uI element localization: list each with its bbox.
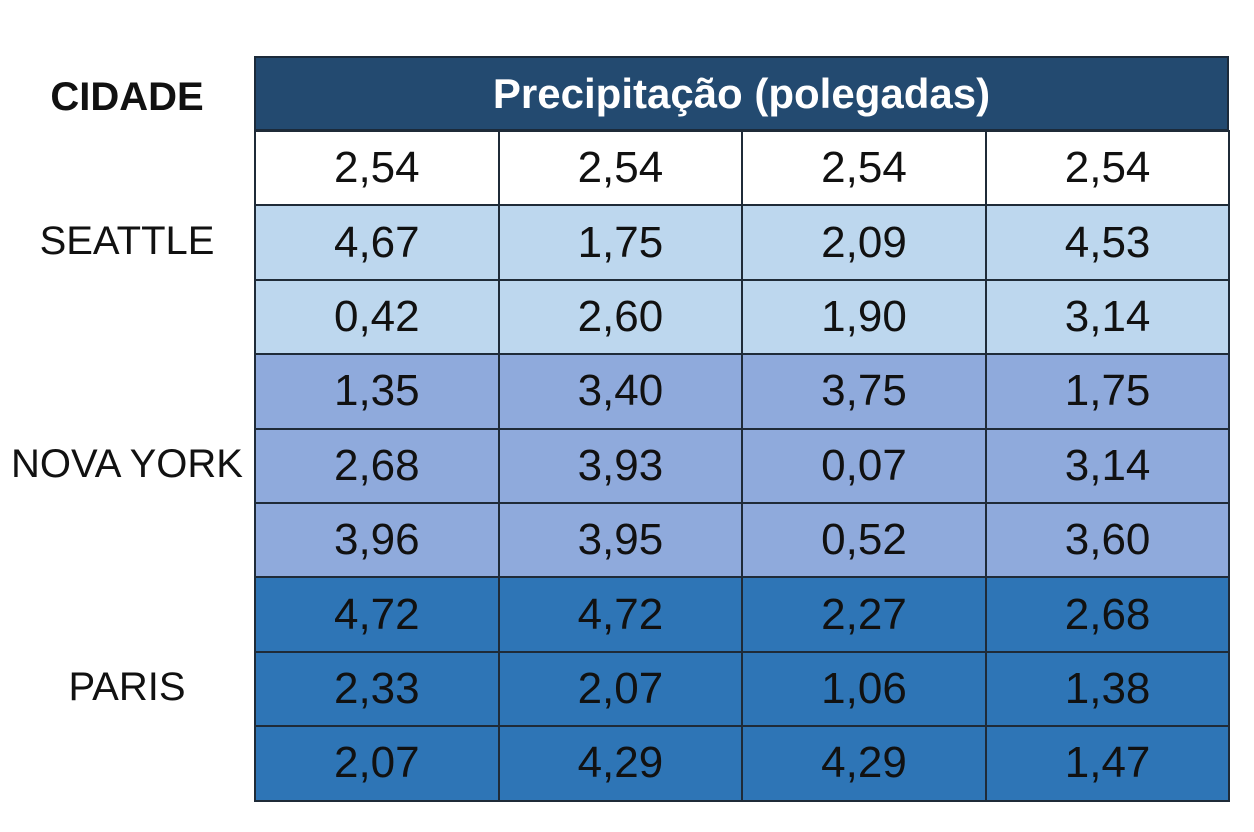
table-cell: 3,14	[984, 278, 1231, 356]
table-cell: 1,75	[497, 204, 744, 281]
table-cell: 3,93	[497, 427, 744, 504]
table-title: Precipitação (polegadas)	[254, 56, 1229, 131]
table-cell: 0,42	[254, 278, 500, 356]
table-cell: 4,29	[497, 725, 744, 802]
table-cell: 4,29	[741, 725, 987, 802]
table-cell: 1,47	[984, 725, 1231, 802]
table-cell: 2,27	[741, 576, 987, 653]
table-cell: 4,72	[497, 576, 744, 653]
table-cell: 1,06	[741, 650, 987, 728]
table-cell: 2,54	[741, 130, 987, 207]
table-cell: 2,54	[984, 130, 1231, 207]
city-name: PARIS	[68, 665, 186, 710]
table-cell: 2,09	[741, 204, 987, 281]
table-cell: 4,67	[254, 204, 500, 281]
city-name: NOVA YORK	[11, 442, 243, 487]
table-cell: 2,60	[497, 278, 744, 356]
table-cell: 3,14	[984, 427, 1231, 504]
table-cell: 1,38	[984, 650, 1231, 728]
table-cell: 2,33	[254, 650, 500, 728]
table-cell: 2,68	[254, 427, 500, 504]
table-cell: 0,52	[741, 502, 987, 579]
city-name: SEATTLE	[39, 219, 215, 264]
table-cell: 3,95	[497, 502, 744, 579]
table-cell: 3,96	[254, 502, 500, 579]
table-cell: 3,60	[984, 502, 1231, 579]
table-cell: 2,54	[497, 130, 744, 207]
table-cell: 1,75	[984, 353, 1231, 430]
table-cell: 3,40	[497, 353, 744, 430]
table-cell: 4,72	[254, 576, 500, 653]
table-cell: 0,07	[741, 427, 987, 504]
table-cell: 2,07	[254, 725, 500, 802]
table-cell: 2,07	[497, 650, 744, 728]
table-cell: 2,54	[254, 130, 500, 207]
table-cell: 2,68	[984, 576, 1231, 653]
table-cell: 3,75	[741, 353, 987, 430]
table-cell: 1,35	[254, 353, 500, 430]
city-header: CIDADE	[50, 74, 204, 119]
table-cell: 1,90	[741, 278, 987, 356]
table-cell: 4,53	[984, 204, 1231, 281]
